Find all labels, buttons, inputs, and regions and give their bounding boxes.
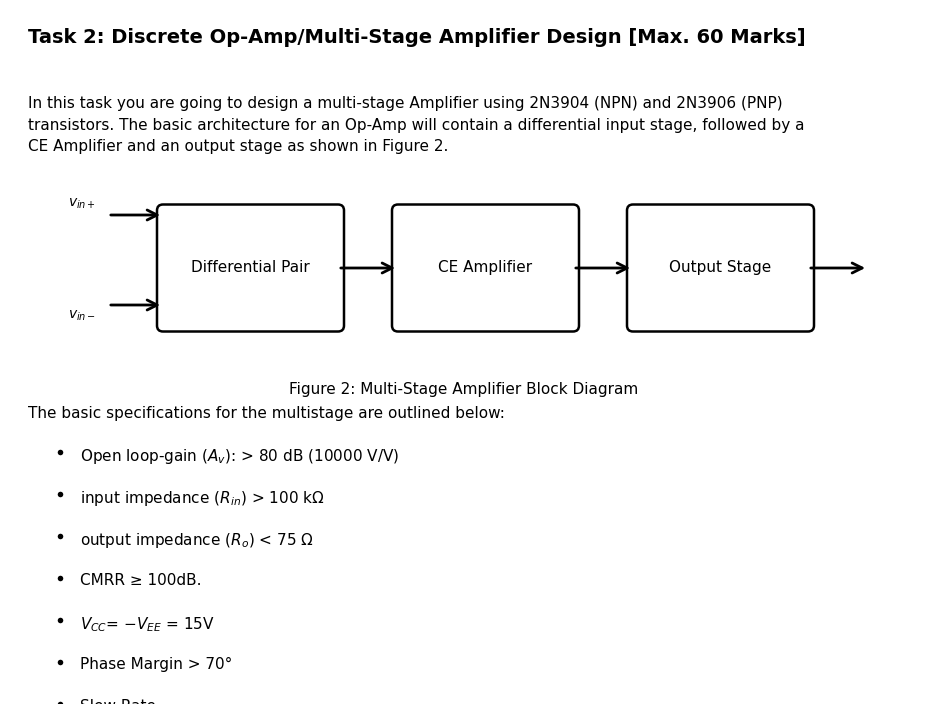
FancyBboxPatch shape xyxy=(391,204,578,332)
Text: Slew Rate: Slew Rate xyxy=(80,699,156,704)
Text: Differential Pair: Differential Pair xyxy=(191,260,310,275)
Text: Figure 2: Multi-Stage Amplifier Block Diagram: Figure 2: Multi-Stage Amplifier Block Di… xyxy=(289,382,638,397)
Text: $v_{in+}$: $v_{in+}$ xyxy=(68,196,95,211)
Text: In this task you are going to design a multi-stage Amplifier using 2N3904 (NPN) : In this task you are going to design a m… xyxy=(28,96,804,154)
Text: The basic specifications for the multistage are outlined below:: The basic specifications for the multist… xyxy=(28,406,504,421)
Text: CE Amplifier: CE Amplifier xyxy=(438,260,532,275)
FancyBboxPatch shape xyxy=(157,204,344,332)
Text: Open loop-gain ($A_v$): > 80 dB (10000 V/V): Open loop-gain ($A_v$): > 80 dB (10000 V… xyxy=(80,447,399,466)
Text: $v_{in-}$: $v_{in-}$ xyxy=(68,309,96,323)
Text: CMRR ≥ 100dB.: CMRR ≥ 100dB. xyxy=(80,573,201,588)
Text: $V_{CC}$= $-V_{EE}$ = 15V: $V_{CC}$= $-V_{EE}$ = 15V xyxy=(80,615,214,634)
Text: Output Stage: Output Stage xyxy=(668,260,770,275)
Text: Phase Margin > 70°: Phase Margin > 70° xyxy=(80,657,232,672)
Text: Task 2: Discrete Op-Amp/Multi-Stage Amplifier Design [Max. 60 Marks]: Task 2: Discrete Op-Amp/Multi-Stage Ampl… xyxy=(28,28,805,47)
Text: input impedance ($R_{in}$) > 100 kΩ: input impedance ($R_{in}$) > 100 kΩ xyxy=(80,489,324,508)
FancyBboxPatch shape xyxy=(627,204,813,332)
Text: output impedance ($R_o$) < 75 Ω: output impedance ($R_o$) < 75 Ω xyxy=(80,531,313,550)
